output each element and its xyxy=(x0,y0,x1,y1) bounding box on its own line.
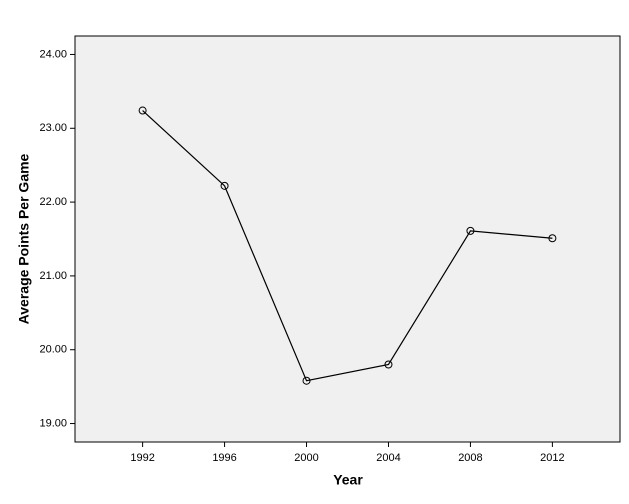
line xyxy=(142,110,553,382)
marker xyxy=(466,226,475,235)
x-axis-title: Year xyxy=(333,472,363,488)
plot-area xyxy=(74,35,621,443)
x-tick-label: 1992 xyxy=(130,452,154,464)
x-tick-label: 1996 xyxy=(212,452,236,464)
x-tick-label: 2000 xyxy=(294,452,318,464)
x-tick-label: 2004 xyxy=(376,452,400,464)
y-tick-label: 24.00 xyxy=(39,48,67,60)
marker xyxy=(220,181,229,190)
y-tick-label: 22.00 xyxy=(39,196,67,208)
marker xyxy=(138,106,147,115)
y-tick-label: 21.00 xyxy=(39,270,67,282)
marker xyxy=(302,376,311,385)
y-tick-label: 19.00 xyxy=(39,417,67,429)
x-tick-label: 2012 xyxy=(540,452,564,464)
y-axis-title: Average Points Per Game xyxy=(16,153,32,324)
marker xyxy=(548,234,557,243)
x-tick-label: 2008 xyxy=(458,452,482,464)
y-tick-label: 20.00 xyxy=(39,344,67,356)
y-tick-label: 23.00 xyxy=(39,122,67,134)
marker xyxy=(384,360,393,369)
